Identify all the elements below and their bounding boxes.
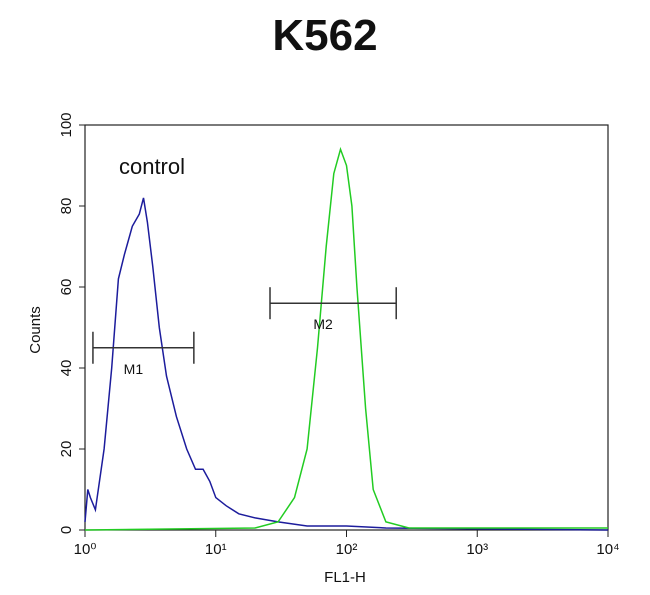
x-tick-label: 10² <box>336 541 358 558</box>
y-tick-label: 80 <box>58 198 75 215</box>
y-tick-label: 100 <box>58 112 75 137</box>
x-tick-label: 10⁰ <box>74 541 97 558</box>
y-axis-label: Counts <box>27 306 44 354</box>
gate-label: M2 <box>313 316 333 332</box>
plot-frame <box>84 124 609 531</box>
y-tick-label: 40 <box>58 360 75 377</box>
y-tick-label: 20 <box>58 441 75 458</box>
x-tick-label: 10¹ <box>205 541 227 558</box>
annotation: control <box>119 154 185 179</box>
y-tick-label: 60 <box>58 279 75 296</box>
histogram-line <box>84 146 608 531</box>
chart-title: K562 <box>272 11 377 60</box>
x-tick-label: 10³ <box>466 541 488 558</box>
x-tick-label: 10⁴ <box>596 541 619 558</box>
histogram-line <box>84 197 609 531</box>
y-tick-label: 0 <box>58 526 75 534</box>
x-axis-label: FL1-H <box>324 569 366 586</box>
gate-label: M1 <box>124 361 144 377</box>
